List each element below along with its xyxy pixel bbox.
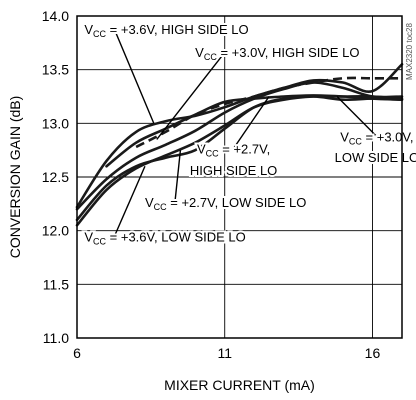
annotation-leader xyxy=(113,28,155,124)
series-layer xyxy=(75,63,404,227)
annotation-label: LOW SIDE LO xyxy=(335,150,416,165)
y-tick-label: 11.5 xyxy=(43,276,69,292)
annotation-leader xyxy=(336,96,378,138)
annotation-leader xyxy=(174,150,182,203)
y-tick-label: 13.0 xyxy=(42,115,69,131)
annotation-label: VCC = +3.6V, LOW SIDE LO xyxy=(84,229,245,246)
y-tick-label: 12.5 xyxy=(42,169,69,185)
annotation-leader xyxy=(233,96,270,149)
x-tick-label: 16 xyxy=(365,345,381,361)
annotation-label: HIGH SIDE LO xyxy=(190,163,277,178)
annotation-leader xyxy=(113,165,146,237)
annotation-label: VCC = +2.7V, LOW SIDE LO xyxy=(145,195,306,212)
x-tick-label: 6 xyxy=(73,345,81,361)
y-tick-label: 13.5 xyxy=(42,62,69,78)
y-tick-label: 12.0 xyxy=(42,223,69,239)
y-axis-title: CONVERSION GAIN (dB) xyxy=(7,96,23,259)
annotation-label: VCC = +3.0V, HIGH SIDE LO xyxy=(195,45,359,62)
series-line-1 xyxy=(75,63,404,209)
tick-labels: 11.0 11.5 12.0 12.5 13.0 13.5 14.0 6 11 16 xyxy=(42,8,381,361)
x-tick-label: 11 xyxy=(217,345,232,361)
plot-frame xyxy=(76,15,403,339)
annotation-label: VCC = +2.7V, xyxy=(197,141,270,158)
y-tick-label: 11.0 xyxy=(43,330,69,346)
series-line-6 xyxy=(75,95,404,222)
y-tick-label: 14.0 xyxy=(42,8,69,24)
series-line-4 xyxy=(75,81,404,211)
annotation-label: VCC = +3.6V, HIGH SIDE LO xyxy=(84,22,248,39)
watermark: MAX2320 toc28 xyxy=(405,23,414,80)
annotation-leader xyxy=(156,51,226,140)
x-axis-title: MIXER CURRENT (mA) xyxy=(164,377,315,393)
